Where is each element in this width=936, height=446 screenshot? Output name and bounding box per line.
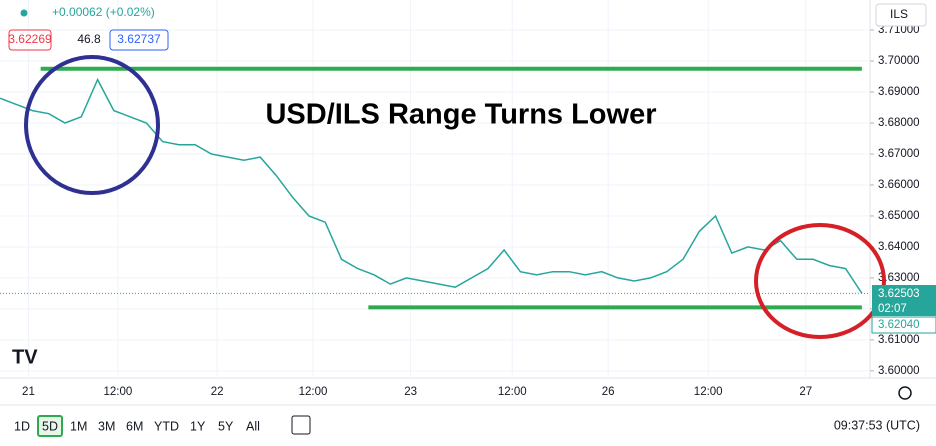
y-tick-label: 3.65000 [878,210,920,222]
x-tick-label: 23 [404,386,417,398]
y-tick-label: 3.63000 [878,272,920,284]
x-tick-label: 22 [211,386,224,398]
toolbar: 1D 5D 1M 3M 6M YTD 1Y 5Y All [14,415,260,437]
date-range-icon[interactable] [291,415,311,435]
x-tick-label: 12:00 [104,386,133,398]
logo: TV [12,346,38,368]
bid-price[interactable]: 3.62269 [8,32,52,46]
settings-icon[interactable] [898,386,912,400]
status-dot [20,9,28,17]
range-selected[interactable] [37,415,63,437]
last-price: 3.62503 [878,288,920,300]
y-tick-label: 3.61000 [878,334,920,346]
y-tick-label: 3.68000 [878,117,920,129]
ask-box[interactable] [109,29,169,51]
y-tick-label: 3.66000 [878,179,920,191]
support-price: 3.62040 [878,319,920,331]
y-tick-label: 3.67000 [878,148,920,160]
range-button[interactable]: YTD [154,419,179,433]
y-tick-label: 3.64000 [878,241,920,253]
range-button[interactable]: 5Y [218,419,234,433]
range-button[interactable]: 1D [14,419,30,433]
highlight-circle [24,55,160,195]
highlight-circle [754,223,886,339]
range-button[interactable]: 3M [98,419,115,433]
last-price-box [872,285,936,302]
spread: 46.8 [77,32,101,46]
price-line [0,77,863,294]
clock: 09:37:53 (UTC) [834,418,920,432]
x-tick-label: 12:00 [694,386,723,398]
range-button[interactable]: 6M [126,419,143,433]
x-tick-label: 27 [799,386,812,398]
countdown-box [872,302,936,316]
countdown: 02:07 [878,303,907,315]
plot [0,66,863,310]
bid-box[interactable] [8,29,52,51]
currency-label[interactable]: ILS [890,7,908,21]
x-tick-label: 12:00 [299,386,328,398]
x-tick-label: 21 [22,386,35,398]
x-tick-label: 12:00 [498,386,527,398]
currency-button[interactable] [875,3,927,27]
y-tick-label: 3.71000 [878,24,920,36]
support-price-box [871,316,936,334]
y-tick-label: 3.60000 [878,365,920,377]
range-button[interactable]: 1Y [190,419,206,433]
chart-title: USD/ILS Range Turns Lower [265,99,656,131]
range-button[interactable]: All [246,419,260,433]
x-tick-label: 26 [602,386,615,398]
y-tick-label: 3.69000 [878,86,920,98]
ask-price[interactable]: 3.62737 [117,32,161,46]
range-button[interactable]: 5D [42,419,58,433]
y-tick-label: 3.70000 [878,55,920,67]
change-text: +0.00062 (+0.02%) [52,5,155,19]
range-button[interactable]: 1M [70,419,87,433]
